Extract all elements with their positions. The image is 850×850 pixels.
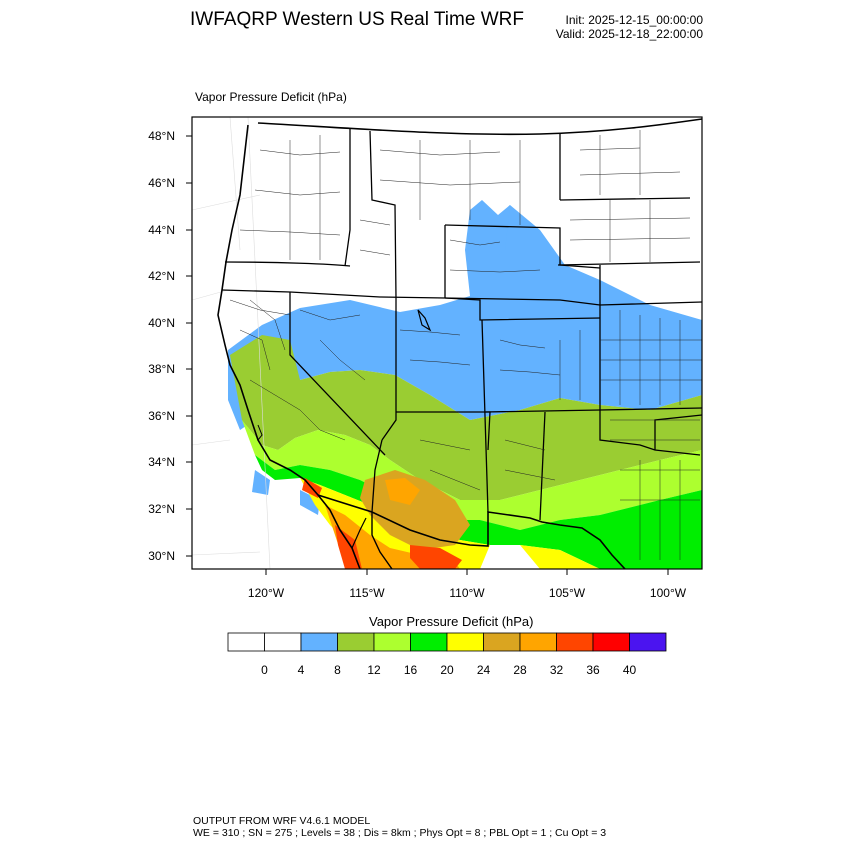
vpd-band-4-8 [300, 490, 320, 515]
baja-coast [351, 517, 367, 549]
colorbar-swatch [592, 632, 630, 652]
vpd-band-4-8 [252, 470, 270, 495]
lat-label: 46°N [148, 176, 175, 190]
colorbar-label: 32 [550, 663, 564, 677]
colorbar-swatch [227, 632, 265, 652]
lon-label: 100°W [650, 586, 687, 600]
lon-label: 120°W [248, 586, 285, 600]
time-info: Init: 2025-12-15_00:00:00 Valid: 2025-12… [556, 13, 703, 41]
lat-label: 32°N [148, 502, 175, 516]
vpd-field [192, 117, 702, 569]
county-boundaries [229, 130, 702, 560]
great-salt-lake [417, 309, 432, 332]
init-time: Init: 2025-12-15_00:00:00 [565, 13, 703, 27]
valid-time: Valid: 2025-12-18_22:00:00 [555, 27, 703, 41]
colorbar-swatch [410, 632, 448, 652]
colorbar-label: 0 [261, 663, 268, 677]
colorbar-label: 4 [298, 663, 305, 677]
lat-label: 34°N [148, 455, 175, 469]
colorbar-swatch [300, 632, 338, 652]
colorbar-swatch [264, 632, 302, 652]
colorbar-label: 12 [367, 663, 381, 677]
colorbar-label: 16 [404, 663, 418, 677]
model-config: WE = 310 ; SN = 275 ; Levels = 38 ; Dis … [193, 827, 607, 839]
lat-label: 40°N [148, 316, 175, 330]
colorbar-title: Vapor Pressure Deficit (hPa) [369, 614, 534, 629]
longitude-axis: 120°W 115°W 110°W 105°W 100°W [248, 569, 687, 600]
colorbar-swatch [519, 632, 557, 652]
colorbar-swatch [446, 632, 484, 652]
colorbar-swatch [337, 632, 375, 652]
colorbar-label: 20 [440, 663, 454, 677]
map-frame [191, 116, 703, 570]
colorbar-label: 36 [586, 663, 600, 677]
pacific-coastline [217, 124, 361, 569]
vpd-band-32-36 [410, 545, 462, 569]
vpd-band-28-32 [385, 478, 420, 505]
lat-label: 48°N [148, 129, 175, 143]
bay-area-coast [257, 424, 263, 441]
lat-label: 44°N [148, 223, 175, 237]
colorbar-label: 40 [623, 663, 637, 677]
map-boundaries [192, 117, 702, 569]
lat-label: 38°N [148, 362, 175, 376]
vpd-band-4-8 [465, 200, 510, 270]
lat-label: 30°N [148, 549, 175, 563]
vpd-band-20-24 [520, 545, 600, 569]
colorbar-label: 28 [513, 663, 527, 677]
mexico-border [317, 494, 626, 569]
model-version: OUTPUT FROM WRF V4.6.1 MODEL [193, 815, 371, 827]
vpd-band-28-32 [325, 505, 460, 569]
colorbar-swatch [556, 632, 594, 652]
model-info: OUTPUT FROM WRF V4.6.1 MODEL WE = 310 ; … [193, 815, 606, 839]
colorbar-label: 8 [334, 663, 341, 677]
lat-label: 36°N [148, 409, 175, 423]
lon-label: 110°W [449, 586, 485, 600]
lon-label: 115°W [349, 586, 385, 600]
canada-border [257, 118, 702, 136]
colorbar-label: 24 [477, 663, 491, 677]
vpd-band-4-8 [228, 205, 702, 430]
lat-label: 42°N [148, 269, 175, 283]
graticule [192, 117, 271, 569]
plot-title: IWFAQRP Western US Real Time WRF [190, 9, 524, 30]
vpd-band-8-12 [230, 335, 702, 500]
colorbar-swatch [629, 632, 667, 652]
colorbar-swatch [373, 632, 411, 652]
colorbar-swatch [483, 632, 521, 652]
state-boundaries [221, 128, 702, 521]
vpd-band-12-16 [242, 420, 702, 530]
colorbar: 0 4 8 12 16 20 24 28 32 36 40 [227, 632, 667, 677]
lon-label: 105°W [549, 586, 586, 600]
gulf-of-california [371, 512, 393, 569]
field-title: Vapor Pressure Deficit (hPa) [195, 90, 347, 104]
latitude-axis: 48°N 46°N 44°N 42°N 40°N 38°N 36°N 34°N 32°N 30°N [148, 129, 192, 563]
